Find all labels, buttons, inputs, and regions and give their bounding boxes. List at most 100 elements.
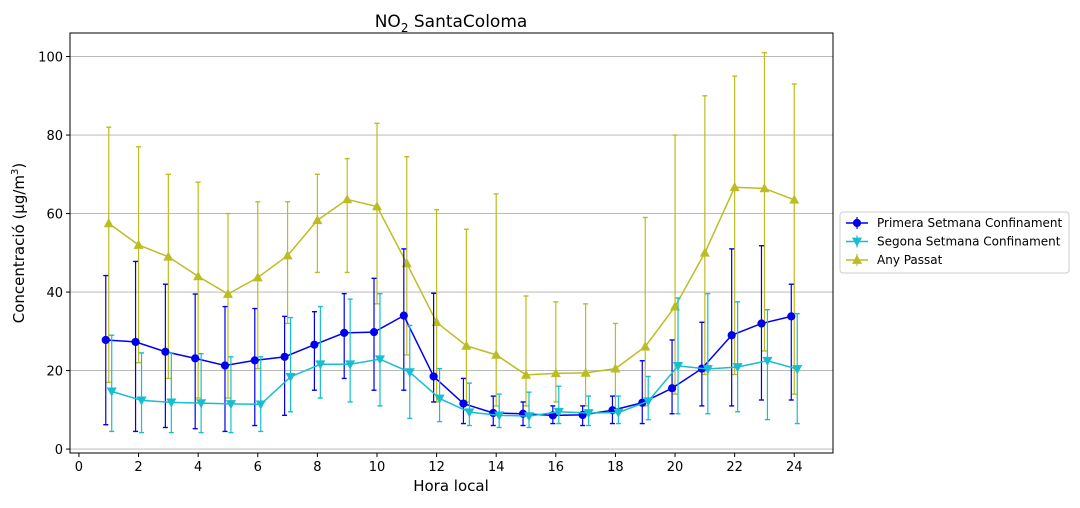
legend-marker	[852, 218, 862, 228]
x-axis-label: Hora local	[413, 477, 489, 495]
data-point	[280, 352, 289, 361]
x-tick-label: 4	[194, 460, 202, 475]
data-point	[345, 360, 356, 370]
data-point	[222, 288, 234, 298]
data-point	[133, 239, 144, 249]
data-point	[340, 328, 349, 337]
data-point	[672, 361, 684, 372]
series-layer	[101, 51, 803, 434]
data-point	[342, 194, 353, 204]
data-point	[729, 182, 740, 192]
data-point	[429, 372, 438, 381]
data-point	[583, 409, 594, 419]
plot-frame	[69, 32, 834, 454]
legend-label: Segona Setmana Confinament	[877, 235, 1061, 249]
x-tick-label: 2	[134, 460, 142, 475]
y-tick-label: 100	[38, 51, 63, 66]
data-point	[550, 368, 561, 378]
y-tick-label: 0	[55, 443, 63, 458]
data-point	[667, 384, 677, 393]
legend-item: Segona Setmana Confinament	[846, 235, 1061, 249]
data-point	[434, 394, 445, 404]
legend-marker	[851, 254, 863, 264]
x-tick-label: 14	[488, 460, 505, 475]
data-point	[431, 317, 442, 327]
data-point	[193, 271, 204, 281]
data-point	[282, 250, 293, 260]
data-point	[702, 365, 713, 375]
data-point	[523, 412, 535, 422]
x-tick-label: 24	[786, 460, 803, 475]
legend: Primera Setmana Confinament Segona Setman…	[839, 211, 1070, 274]
data-point	[757, 319, 766, 328]
data-point	[225, 400, 236, 410]
series-3	[103, 51, 800, 411]
data-point	[762, 356, 773, 366]
y-tick-label: 40	[46, 286, 63, 301]
data-point	[640, 341, 651, 351]
grid-lines	[70, 56, 833, 450]
data-point	[580, 367, 591, 377]
data-point	[136, 396, 147, 406]
y-tick-label: 80	[46, 129, 63, 144]
data-point	[759, 183, 770, 193]
y-tick-label: 60	[46, 208, 63, 223]
x-tick-label: 18	[607, 460, 624, 475]
y-axis: 0 20 40 60 80 100	[38, 51, 70, 458]
data-point	[252, 272, 263, 282]
data-point	[196, 399, 207, 409]
data-point	[101, 335, 110, 345]
data-point	[401, 258, 412, 268]
x-tick-label: 6	[254, 460, 262, 475]
series-1	[101, 245, 796, 433]
x-tick-label: 0	[75, 460, 83, 475]
data-point	[732, 363, 743, 373]
data-point	[371, 201, 383, 211]
data-point	[787, 312, 796, 321]
data-point	[191, 354, 200, 363]
x-tick-label: 20	[667, 460, 684, 475]
data-point	[789, 194, 800, 204]
data-point	[669, 301, 681, 311]
data-point	[312, 215, 323, 225]
chart-title: NO2 SantaColoma	[375, 12, 528, 35]
series-2	[106, 292, 803, 434]
data-point	[399, 311, 408, 320]
data-point	[220, 361, 230, 370]
legend-box	[839, 211, 1070, 274]
series-line	[108, 186, 795, 376]
data-point	[131, 337, 140, 347]
x-tick-label: 10	[369, 460, 386, 475]
legend-item: Primera Setmana Confinament	[846, 216, 1063, 230]
data-point	[461, 340, 472, 350]
data-point	[310, 340, 319, 349]
data-point	[699, 247, 710, 257]
x-tick-label: 16	[548, 460, 565, 475]
y-axis-label: Concentració (μg/m3)	[10, 163, 28, 324]
data-point	[643, 397, 654, 407]
data-point	[166, 398, 177, 408]
data-point	[792, 365, 803, 375]
data-point	[285, 372, 296, 383]
data-point	[459, 399, 468, 408]
x-tick-label: 22	[726, 460, 743, 475]
data-point	[374, 355, 386, 365]
series-line	[105, 314, 792, 417]
data-point	[520, 369, 532, 379]
data-point	[369, 328, 379, 337]
data-point	[491, 349, 502, 359]
y-tick-label: 20	[46, 365, 63, 380]
x-axis: 0 2 4 6 8 10 12 14 16 18 20 22 24	[75, 453, 803, 475]
legend-item: Any Passat	[846, 253, 943, 267]
data-point	[163, 251, 174, 261]
x-tick-label: 8	[313, 460, 321, 475]
data-point	[250, 356, 259, 365]
data-point	[255, 400, 266, 410]
data-point	[610, 363, 621, 373]
data-point	[464, 408, 475, 418]
data-point	[161, 347, 170, 356]
legend-marker	[851, 237, 863, 247]
data-point	[553, 407, 564, 418]
